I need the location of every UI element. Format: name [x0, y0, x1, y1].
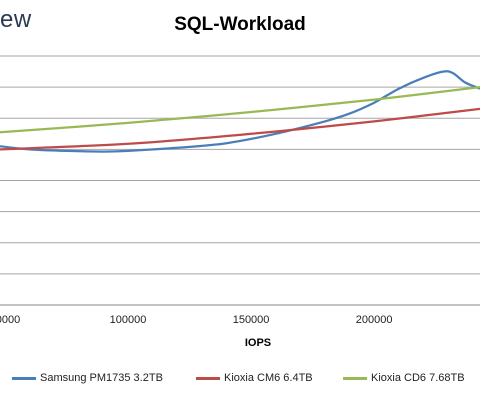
series-lines	[0, 70, 480, 153]
legend-label: Samsung PM1735 3.2TB	[40, 372, 163, 384]
series-line-1	[0, 107, 480, 151]
gridlines	[0, 55, 480, 306]
x-tick-label: 00000	[0, 314, 20, 326]
x-tick-label: 100000	[110, 314, 147, 326]
chart-title: SQL-Workload	[174, 14, 306, 35]
series-line-0	[0, 70, 480, 153]
legend-swatch	[12, 376, 36, 380]
legend-item: Kioxia CD6 7.68TB	[343, 372, 465, 384]
legend-label: Kioxia CM6 6.4TB	[224, 372, 313, 384]
series-line-2	[0, 85, 480, 134]
legend: Samsung PM1735 3.2TB Kioxia CM6 6.4TB Kiox…	[0, 372, 480, 390]
brand-logo-text: ew	[0, 6, 32, 33]
legend-swatch	[343, 376, 367, 380]
legend-swatch	[196, 376, 220, 380]
legend-item: Samsung PM1735 3.2TB	[12, 372, 163, 384]
x-axis-title: IOPS	[245, 337, 271, 349]
legend-label: Kioxia CD6 7.68TB	[371, 372, 465, 384]
legend-item: Kioxia CM6 6.4TB	[196, 372, 313, 384]
x-tick-label: 150000	[233, 314, 270, 326]
x-tick-label: 200000	[356, 314, 393, 326]
x-axis: 00000 100000 150000 200000	[0, 314, 393, 326]
